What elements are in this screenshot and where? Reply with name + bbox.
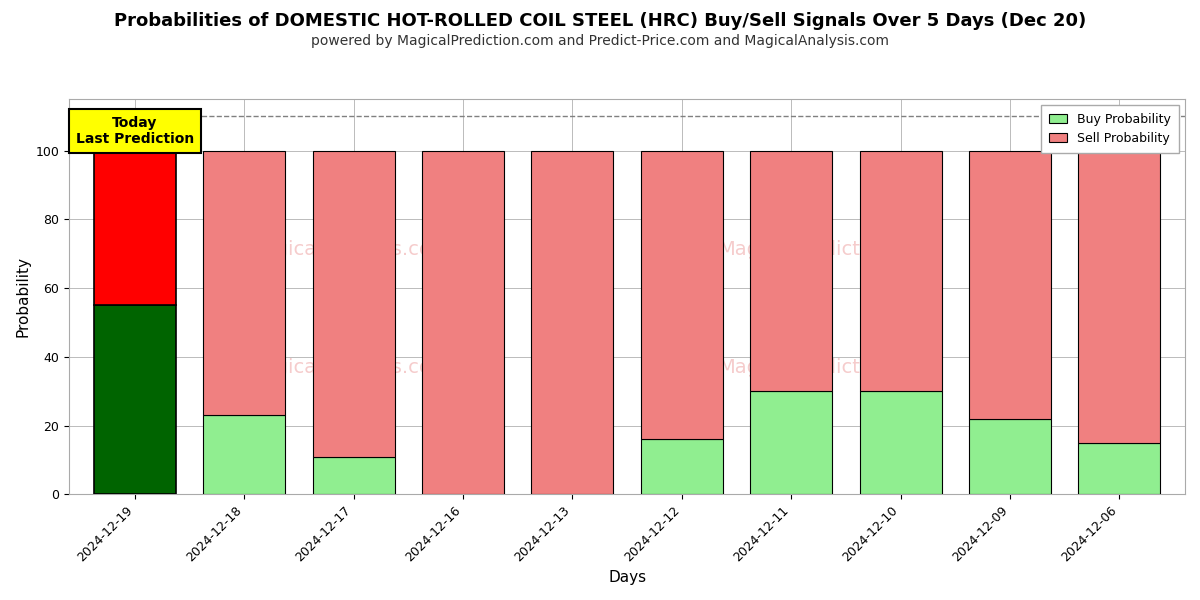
Text: MagicalPrediction.com: MagicalPrediction.com — [718, 358, 937, 377]
Bar — [312, 151, 395, 457]
Bar — [422, 151, 504, 494]
Bar — [641, 439, 722, 494]
Bar — [750, 391, 832, 494]
Bar — [532, 151, 613, 494]
Bar — [94, 151, 176, 305]
Bar — [203, 151, 286, 415]
Text: MagicalAnalysis.com: MagicalAnalysis.com — [247, 240, 450, 259]
Bar — [94, 305, 176, 494]
Text: powered by MagicalPrediction.com and Predict-Price.com and MagicalAnalysis.com: powered by MagicalPrediction.com and Pre… — [311, 34, 889, 48]
Bar — [312, 457, 395, 494]
Bar — [203, 415, 286, 494]
Bar — [968, 419, 1051, 494]
Text: Probabilities of DOMESTIC HOT-ROLLED COIL STEEL (HRC) Buy/Sell Signals Over 5 Da: Probabilities of DOMESTIC HOT-ROLLED COI… — [114, 12, 1086, 30]
Bar — [750, 151, 832, 391]
X-axis label: Days: Days — [608, 570, 646, 585]
Bar — [1079, 151, 1160, 443]
Bar — [859, 151, 942, 391]
Text: MagicalPrediction.com: MagicalPrediction.com — [718, 240, 937, 259]
Legend: Buy Probability, Sell Probability: Buy Probability, Sell Probability — [1042, 105, 1178, 152]
Text: Today
Last Prediction: Today Last Prediction — [76, 116, 194, 146]
Bar — [641, 151, 722, 439]
Y-axis label: Probability: Probability — [16, 256, 30, 337]
Bar — [968, 151, 1051, 419]
Bar — [1079, 443, 1160, 494]
Bar — [859, 391, 942, 494]
Text: MagicalAnalysis.com: MagicalAnalysis.com — [247, 358, 450, 377]
